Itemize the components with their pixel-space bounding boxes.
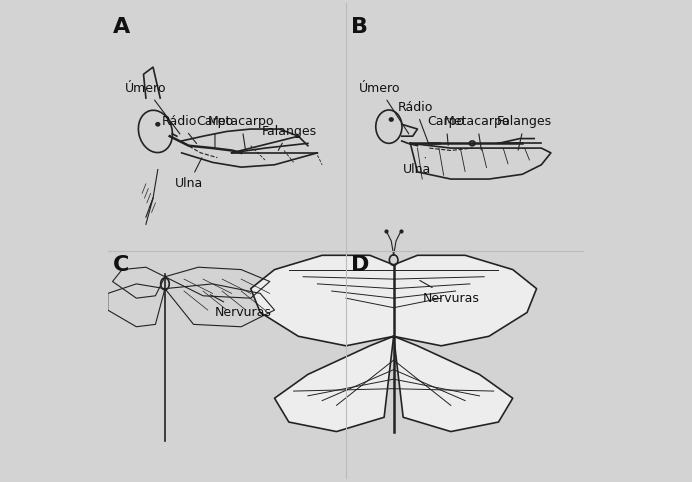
Text: Carpo: Carpo xyxy=(428,115,464,146)
Polygon shape xyxy=(394,336,513,431)
Polygon shape xyxy=(275,336,394,431)
Text: Úmero: Úmero xyxy=(358,82,409,134)
Text: Falanges: Falanges xyxy=(262,125,316,150)
Text: Rádio: Rádio xyxy=(161,115,197,144)
Text: Falanges: Falanges xyxy=(497,115,552,150)
Text: Carpo: Carpo xyxy=(197,115,233,147)
Text: Metacarpo: Metacarpo xyxy=(444,115,510,150)
Text: Ulna: Ulna xyxy=(403,158,432,176)
Text: D: D xyxy=(351,255,369,275)
Polygon shape xyxy=(251,255,394,346)
Text: Nervuras: Nervuras xyxy=(420,281,480,305)
Text: B: B xyxy=(351,17,367,37)
Text: Ulna: Ulna xyxy=(174,158,203,190)
Ellipse shape xyxy=(469,141,475,146)
Polygon shape xyxy=(394,255,536,346)
Text: Rádio: Rádio xyxy=(397,101,432,143)
Text: A: A xyxy=(113,17,130,37)
Text: C: C xyxy=(113,255,129,275)
Ellipse shape xyxy=(390,118,393,121)
Text: Metacarpo: Metacarpo xyxy=(208,115,275,150)
Text: Úmero: Úmero xyxy=(125,82,180,134)
Text: Nervuras: Nervuras xyxy=(210,295,272,319)
Ellipse shape xyxy=(156,122,160,126)
